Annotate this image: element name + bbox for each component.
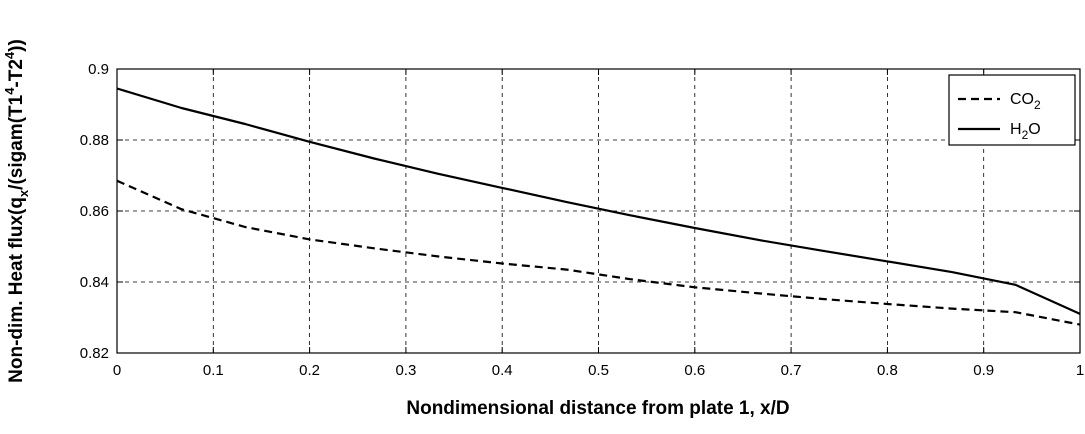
axis-ticks: 0 0.1 0.2 0.3 0.4 0.5 0.6 0.7 0.8 0.9 1 0.82 0.84 0.8… <box>80 61 1084 379</box>
legend-label: CO2 <box>1010 91 1041 112</box>
x-tick-label: 0.6 <box>684 362 705 379</box>
y-axis-title: Non-dim. Heat flux(qx/(sigam(T14-T24)) <box>2 39 31 383</box>
x-tick-label: 0.5 <box>588 362 609 379</box>
series-lines <box>116 87 1081 326</box>
x-tick-label: 1 <box>1076 362 1084 379</box>
x-tick-label: 0 <box>113 362 121 379</box>
series-line-h2o <box>116 87 1081 315</box>
x-tick-label: 0.4 <box>492 362 513 379</box>
grid-lines <box>117 69 1080 353</box>
x-axis-title: Nondimensional distance from plate 1, x/… <box>406 398 789 419</box>
x-tick-label: 0.7 <box>781 362 802 379</box>
x-tick-label: 0.1 <box>203 362 224 379</box>
y-tick-label: 0.88 <box>80 132 109 149</box>
y-tick-label: 0.86 <box>80 203 109 220</box>
y-tick-label: 0.9 <box>88 61 109 78</box>
y-tick-label: 0.84 <box>80 274 109 291</box>
legend-label: H2O <box>1010 121 1041 142</box>
x-tick-label: 0.3 <box>395 362 416 379</box>
x-tick-label: 0.9 <box>973 362 994 379</box>
x-tick-label: 0.8 <box>877 362 898 379</box>
series-line-co2 <box>116 179 1081 326</box>
x-tick-label: 0.2 <box>299 362 320 379</box>
y-tick-label: 0.82 <box>80 345 109 362</box>
legend-box <box>948 74 1076 146</box>
